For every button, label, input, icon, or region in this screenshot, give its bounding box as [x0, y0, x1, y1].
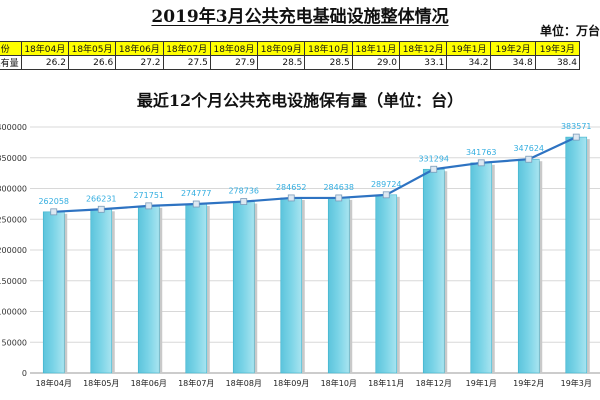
- y-tick-label: 200000: [0, 246, 27, 255]
- data-label: 278736: [228, 187, 259, 196]
- x-tick-label: 19年3月: [561, 378, 592, 388]
- month-cell: 19年3月: [534, 41, 581, 56]
- month-cell: 18年04月: [20, 41, 69, 56]
- line-marker: [572, 133, 580, 141]
- month-cell: 18年05月: [67, 41, 117, 56]
- value-cell: 26.2: [20, 55, 69, 70]
- data-label: 262058: [38, 197, 69, 206]
- y-tick-label: 50000: [2, 338, 27, 347]
- bar: [232, 201, 255, 374]
- value-row: 保有量 26.2 26.6 27.2 27.5 27.9 28.5 28.5 2…: [0, 55, 581, 70]
- bar: [422, 168, 445, 374]
- data-label: 284652: [276, 183, 307, 192]
- y-tick-label: 400000: [0, 123, 27, 132]
- month-cell: 19年1月: [446, 41, 492, 56]
- line-marker: [50, 208, 58, 216]
- x-tick-label: 19年2月: [513, 378, 544, 388]
- series-line: [53, 136, 577, 213]
- unit-label: 单位：万台: [539, 24, 600, 38]
- line-marker: [335, 194, 343, 202]
- data-label: 331294: [418, 154, 449, 163]
- x-tick-label: 19年1月: [466, 378, 497, 388]
- bar: [470, 162, 493, 374]
- y-tick-label: 350000: [0, 154, 27, 163]
- line-marker: [192, 200, 200, 208]
- y-tick-label: 150000: [0, 277, 27, 286]
- bar: [42, 211, 65, 374]
- bar: [280, 197, 303, 374]
- value-cell: 29.0: [351, 55, 401, 70]
- x-tick-label: 18年04月: [36, 378, 72, 388]
- y-tick-label: 300000: [0, 185, 27, 194]
- x-tick-label: 18年07月: [178, 378, 214, 388]
- value-cell: 38.4: [534, 55, 581, 70]
- data-label: 284638: [323, 183, 354, 192]
- bar: [185, 203, 208, 374]
- value-cell: 26.6: [67, 55, 117, 70]
- y-tick-label: 100000: [0, 308, 27, 317]
- x-tick-label: 18年06月: [131, 378, 167, 388]
- data-label: 347624: [513, 144, 544, 153]
- line-marker: [97, 205, 105, 213]
- x-tick-label: 18年12月: [416, 378, 452, 388]
- month-cell: 18年07月: [162, 41, 211, 56]
- data-label: 271751: [133, 191, 164, 200]
- x-tick-label: 18年10月: [321, 378, 357, 388]
- value-cell: 27.9: [209, 55, 259, 70]
- data-label: 289724: [371, 180, 402, 189]
- bar: [517, 158, 540, 374]
- data-label: 383571: [561, 122, 592, 131]
- bar: [375, 194, 398, 374]
- x-tick-label: 18年09月: [273, 378, 309, 388]
- data-label: 341763: [466, 148, 497, 157]
- bar: [327, 197, 350, 374]
- data-label: 274777: [181, 189, 212, 198]
- value-cell: 28.5: [304, 55, 353, 70]
- bar: [90, 208, 113, 374]
- chart-title: 最近12个月公共充电设施保有量（单位：台）: [136, 91, 464, 110]
- y-tick-label: 0: [22, 369, 27, 378]
- value-cell: 28.5: [257, 55, 306, 70]
- line-marker: [525, 155, 533, 163]
- summary-table: 月份 18年04月 18年05月 18年06月 18年07月 18年08月 18…: [0, 41, 581, 70]
- month-cell: 18年09月: [257, 41, 306, 56]
- line-marker: [477, 159, 485, 167]
- line-marker: [287, 194, 295, 202]
- line-marker: [240, 198, 248, 205]
- month-cell: 18年10月: [304, 41, 353, 56]
- x-tick-label: 18年11月: [368, 378, 404, 388]
- line-marker: [145, 202, 153, 210]
- data-label: 266231: [86, 194, 117, 203]
- y-tick-label: 250000: [0, 215, 27, 224]
- bar: [565, 136, 588, 374]
- month-cell: 18年11月: [351, 41, 401, 56]
- bar: [137, 205, 160, 374]
- value-cell: 33.1: [398, 55, 448, 70]
- line-marker: [430, 165, 438, 173]
- line-marker: [382, 191, 390, 199]
- page-title: 2019年3月公共充电基础设施整体情况: [151, 7, 449, 27]
- value-cell: 27.5: [162, 55, 211, 70]
- x-tick-label: 18年05月: [83, 378, 119, 388]
- month-row: 月份 18年04月 18年05月 18年06月 18年07月 18年08月 18…: [0, 41, 581, 56]
- x-tick-label: 18年08月: [226, 378, 262, 388]
